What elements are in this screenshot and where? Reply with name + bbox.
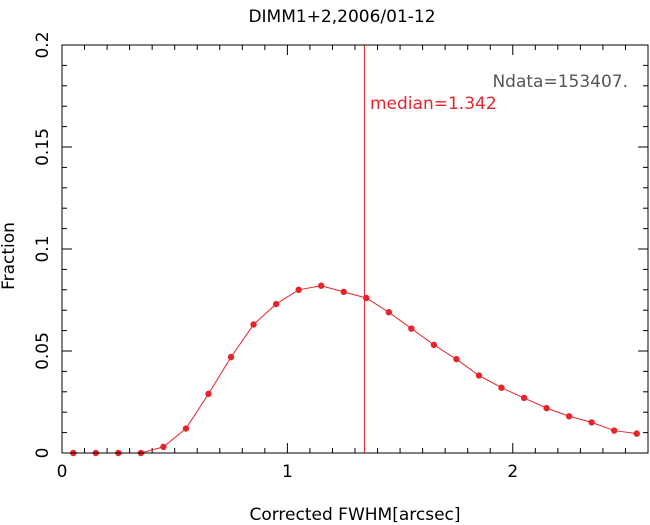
x-axis-label: Corrected FWHM[arcsec]: [249, 505, 460, 525]
data-point: [498, 384, 505, 391]
x-tick-label: 2: [507, 462, 518, 482]
data-point: [363, 294, 370, 302]
data-point: [543, 404, 550, 412]
data-point: [160, 443, 167, 451]
ndata-annotation: Ndata=153407.: [492, 72, 628, 92]
data-point: [272, 300, 280, 308]
data-point: [205, 390, 212, 398]
data-point: [633, 430, 640, 437]
data-point: [430, 341, 438, 349]
data-point: [295, 286, 302, 293]
data-point: [340, 288, 347, 296]
plot-area: 0 1 2 0 0.05 0.1 0.15 0.2: [33, 31, 649, 482]
data-point: [520, 394, 528, 402]
y-tick-label: 0.05: [33, 332, 53, 370]
plot-frame: [61, 44, 649, 454]
data-point: [475, 372, 483, 379]
data-point: [182, 425, 190, 432]
data-point: [588, 419, 595, 426]
data-point: [385, 309, 393, 316]
data-point: [453, 355, 460, 363]
y-tick-label: 0.15: [33, 128, 53, 166]
x-tick-label: 1: [282, 462, 293, 482]
data-point: [250, 321, 257, 328]
y-axis-label: Fraction: [0, 222, 19, 290]
data-point: [408, 325, 415, 332]
data-point: [610, 427, 618, 434]
series-line: [73, 285, 637, 454]
data-point: [317, 282, 325, 289]
data-point: [227, 353, 235, 361]
data-point: [565, 413, 573, 420]
y-tick-label: 0.1: [33, 235, 53, 262]
y-tick-label: 0: [33, 448, 53, 459]
y-tick-label: 0.2: [33, 31, 53, 58]
median-annotation: median=1.342: [370, 94, 497, 114]
x-tick-label: 0: [57, 462, 68, 482]
chart-title: DIMM1+2,2006/01-12: [248, 7, 435, 27]
